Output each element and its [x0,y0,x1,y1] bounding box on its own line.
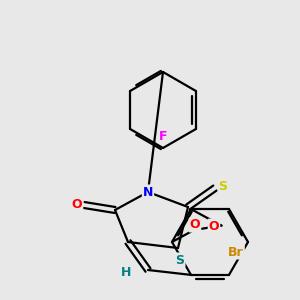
Text: S: S [176,254,184,266]
Text: O: O [72,199,82,212]
Text: O: O [190,218,200,232]
Text: H: H [121,266,131,278]
Text: O: O [209,220,219,232]
Text: F: F [159,130,167,142]
Text: S: S [218,179,227,193]
Text: Br: Br [228,245,244,259]
Text: N: N [143,185,153,199]
